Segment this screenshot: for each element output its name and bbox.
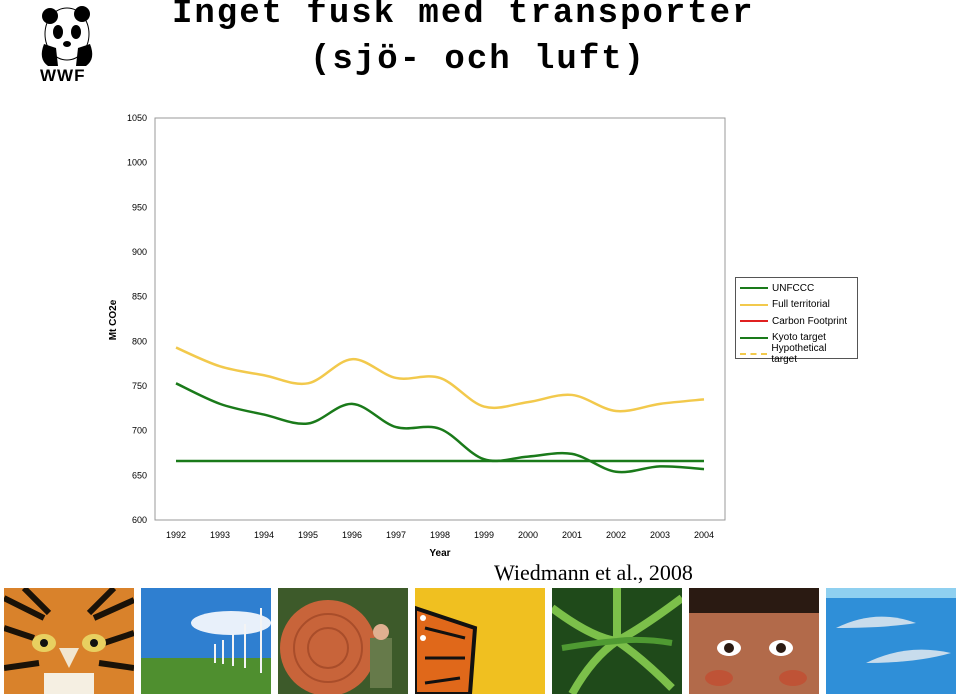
x-tick-label: 1992	[166, 530, 186, 540]
dolphins-photo	[826, 588, 956, 694]
x-tick-label: 2001	[562, 530, 582, 540]
x-tick-label: 1996	[342, 530, 362, 540]
x-tick-label: 1997	[386, 530, 406, 540]
legend-label: UNFCCC	[772, 282, 815, 294]
x-tick-label: 2003	[650, 530, 670, 540]
legend-item: Full territorial	[740, 297, 853, 314]
y-tick-label: 950	[132, 202, 147, 212]
tiger-photo	[4, 588, 134, 694]
child-face-photo	[689, 588, 819, 694]
legend-label: Carbon Footprint	[772, 315, 848, 327]
legend-swatch	[740, 303, 768, 306]
series-line-unfccc	[175, 382, 705, 474]
series-line-full-territorial	[175, 346, 705, 413]
y-tick-label: 850	[132, 292, 147, 302]
page-title: Inget fusk med transporter	[172, 0, 755, 33]
y-tick-label: 600	[132, 515, 147, 525]
legend-item: Carbon Footprint	[740, 313, 853, 330]
y-tick-label: 650	[132, 470, 147, 480]
x-tick-label: 2002	[606, 530, 626, 540]
y-tick-label: 1000	[127, 158, 147, 168]
photo-strip	[0, 586, 960, 696]
legend-swatch	[740, 353, 768, 356]
y-tick-label: 700	[132, 426, 147, 436]
legend-label: Hypothetical target	[771, 343, 827, 366]
citation: Wiedmann et al., 2008	[494, 560, 693, 585]
legend-item: Kyoto target	[740, 330, 853, 347]
x-tick-label: 1993	[210, 530, 230, 540]
page-subtitle: (sjö- och luft)	[310, 41, 647, 79]
x-tick-label: 1995	[298, 530, 318, 540]
x-tick-label: 1994	[254, 530, 274, 540]
chart-legend: UNFCCC Full territorial Carbon Footprint Ky…	[735, 277, 858, 365]
plot-area	[154, 117, 726, 521]
legend-item: UNFCCC	[740, 280, 853, 297]
x-tick-label: 1998	[430, 530, 450, 540]
y-tick-label: 800	[132, 336, 147, 346]
x-tick-label: 1999	[474, 530, 494, 540]
logged-tree-photo	[278, 588, 408, 694]
y-tick-label: 900	[132, 247, 147, 257]
legend-swatch	[740, 320, 768, 323]
x-axis-label: Year	[429, 548, 450, 559]
legend-label: Kyoto target	[772, 332, 826, 344]
legend-item: Hypothetical target	[740, 343, 853, 366]
ferns-photo	[552, 588, 682, 694]
butterfly-photo	[415, 588, 545, 694]
wind-turbines-photo	[141, 588, 271, 694]
panda-icon	[41, 6, 93, 66]
y-tick-label: 750	[132, 381, 147, 391]
x-tick-label: 2000	[518, 530, 538, 540]
y-tick-label: 1050	[127, 113, 147, 123]
legend-label: Full territorial	[772, 299, 830, 311]
wwf-logo: WWF	[36, 4, 98, 85]
x-tick-label: 2004	[694, 530, 714, 540]
legend-swatch	[740, 336, 768, 339]
emissions-chart: 600 650 700 750 800 850 900 950 1000 1050 1992 199…	[108, 113, 726, 559]
logo-text: WWF	[40, 66, 86, 85]
legend-swatch	[740, 287, 768, 290]
y-axis-label: Mt CO2e	[108, 299, 119, 340]
